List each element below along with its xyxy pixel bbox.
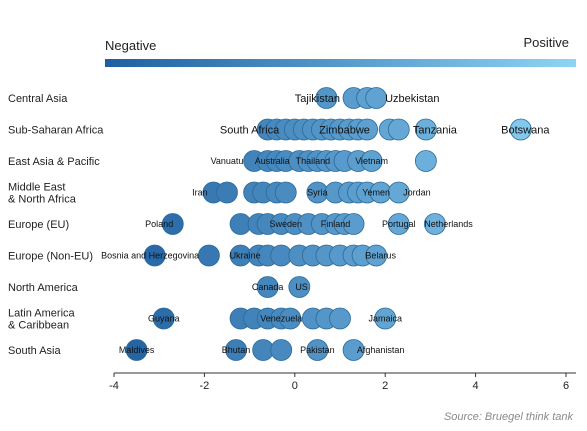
x-tick-label: 6	[563, 380, 569, 392]
region-label: East Asia & Pacific	[8, 156, 100, 168]
row-south-asia: South Asia Maldives Bhutan Pakistan Afghanis…	[8, 339, 405, 361]
data-point	[143, 244, 166, 267]
row-europe-eu-: Europe (EU) Poland Sweden Finland Portugal Ne…	[8, 213, 473, 235]
x-tick-label: 2	[382, 380, 388, 392]
country-label: Iran	[192, 188, 208, 198]
data-point	[225, 339, 247, 361]
x-tick-label: 4	[473, 380, 479, 392]
data-point	[342, 339, 365, 361]
row-north-america: North America Canada US	[8, 276, 311, 298]
row-europe-non-eu-: Europe (Non-EU) Bosnia and Herzegovina Ukr…	[8, 244, 396, 267]
data-point	[329, 307, 351, 330]
data-point	[342, 213, 365, 235]
data-point	[256, 276, 279, 298]
country-label: Belarus	[365, 251, 396, 261]
country-label: Bhutan	[222, 345, 251, 355]
data-point	[306, 339, 329, 361]
data-point	[387, 213, 410, 235]
rows-layer: Central Asia Tajikistan Uzbekistan Sub-Saha…	[8, 87, 550, 361]
legend-negative-label: Negative	[105, 38, 156, 53]
country-label: Guyana	[148, 314, 180, 324]
country-label: Vietnam	[355, 156, 388, 166]
country-label: Sweden	[269, 219, 302, 229]
data-point	[161, 213, 184, 235]
country-label: Yemen	[362, 188, 390, 198]
data-point	[509, 118, 532, 141]
data-point	[216, 181, 238, 204]
data-point	[279, 307, 302, 330]
data-point	[198, 244, 220, 267]
x-tick-label: 0	[292, 380, 298, 392]
country-label: Tanzania	[413, 125, 458, 137]
country-label: US	[295, 282, 308, 292]
x-tick-label: -4	[109, 380, 119, 392]
data-point	[270, 339, 293, 361]
legend-positive-label: Positive	[523, 35, 569, 50]
country-label: Thailand	[296, 156, 331, 166]
x-tick-label: -2	[200, 380, 210, 392]
region-label: Latin America & Caribbean	[8, 308, 76, 332]
region-label: Central Asia	[8, 93, 68, 105]
country-label: Poland	[145, 219, 173, 229]
region-label: Middle East & North Africa	[8, 182, 77, 206]
source-note: Source: Bruegel think tank	[443, 411, 573, 423]
region-label: Sub-Saharan Africa	[8, 125, 104, 137]
row-sub-saharan-africa: Sub-Saharan Africa South Africa Zimbabwe Ta…	[8, 118, 550, 141]
country-label: Venezuela	[260, 314, 302, 324]
country-label: Netherlands	[424, 219, 473, 229]
region-label: North America	[8, 282, 79, 294]
row-east-asia-pacific: East Asia & Pacific Vanuatu Australia Thail…	[8, 150, 437, 172]
country-label: Jordan	[403, 188, 431, 198]
country-label: Bosnia and Herzegovina	[101, 251, 199, 261]
country-label: Vanuatu	[211, 156, 244, 166]
data-point	[125, 339, 148, 361]
region-label: Europe (Non-EU)	[8, 251, 93, 263]
country-label: Jamaica	[368, 314, 402, 324]
row-latin-america-caribbean: Latin America & Caribbean Guyana Venezuela J…	[8, 308, 402, 332]
data-point	[315, 87, 338, 109]
x-axis: -4 -2 0 2 4 6	[109, 372, 576, 392]
legend-gradient-bar	[105, 59, 576, 67]
data-point	[365, 244, 388, 267]
data-point	[152, 307, 175, 330]
country-label: Afghanistan	[357, 345, 405, 355]
data-point	[414, 150, 437, 172]
country-label: Maldives	[119, 345, 155, 355]
country-label: South Africa	[220, 125, 280, 137]
country-label: Pakistan	[300, 345, 335, 355]
data-point	[414, 118, 437, 141]
country-label: Finland	[321, 219, 351, 229]
country-label: Portugal	[382, 219, 416, 229]
country-label: Syria	[307, 188, 328, 198]
data-point	[365, 87, 388, 109]
country-label: Tajikistan	[295, 93, 340, 105]
data-point	[387, 118, 410, 141]
country-label: Australia	[255, 156, 290, 166]
row-central-asia: Central Asia Tajikistan Uzbekistan	[8, 87, 440, 109]
country-label: Zimbabwe	[319, 125, 370, 137]
data-point	[360, 150, 383, 172]
data-point	[387, 181, 410, 204]
legend: Negative Positive	[105, 35, 576, 67]
data-point	[356, 118, 379, 141]
country-label: Uzbekistan	[385, 93, 439, 105]
country-label: Canada	[252, 282, 284, 292]
data-point	[288, 276, 311, 298]
country-label: Botswana	[501, 125, 550, 137]
data-point	[424, 213, 446, 235]
data-point	[374, 307, 397, 330]
row-middle-east-north-africa: Middle East & North Africa Iran Syria Yemen J…	[8, 182, 431, 206]
region-label: Europe (EU)	[8, 219, 69, 231]
country-label: Ukraine	[230, 251, 261, 261]
region-label: South Asia	[8, 345, 61, 357]
data-point	[274, 181, 297, 204]
